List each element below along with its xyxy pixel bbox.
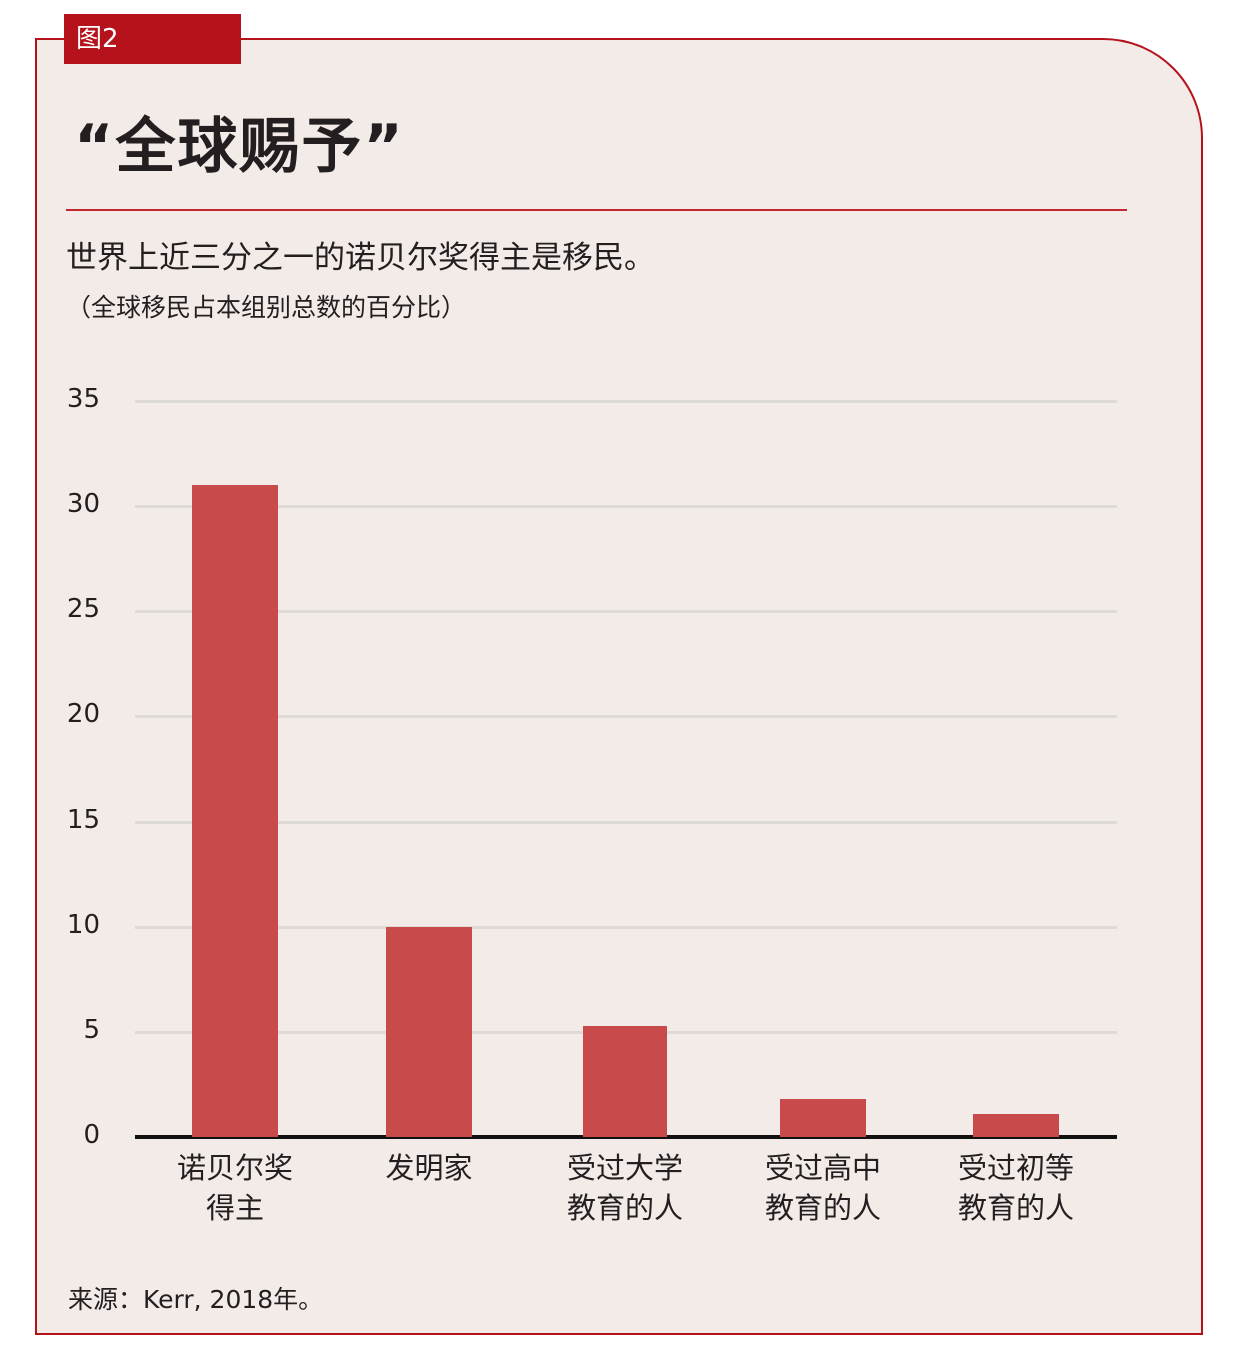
- gridline: [135, 400, 1117, 403]
- chart-subtitle: 世界上近三分之一的诺贝尔奖得主是移民。: [66, 240, 655, 276]
- x-category-label-line: 教育的人: [957, 1191, 1074, 1225]
- x-axis-baseline: [135, 1135, 1117, 1139]
- x-category-label-line: 诺贝尔奖: [176, 1151, 293, 1185]
- x-category-label: 发明家: [329, 1148, 529, 1188]
- y-tick-label: 10: [66, 909, 100, 940]
- x-category-label-line: 发明家: [385, 1151, 473, 1185]
- chart-title: “全球赐予”: [74, 112, 405, 182]
- y-tick-label: 30: [66, 489, 100, 520]
- x-category-label: 受过大学 教育的人: [525, 1148, 725, 1228]
- chart-unit-note: （全球移民占本组别总数的百分比）: [66, 293, 467, 322]
- x-category-label: 受过高中 教育的人: [723, 1148, 923, 1228]
- title-divider: [66, 209, 1127, 211]
- y-tick-label: 15: [66, 804, 100, 835]
- x-category-label-line: 得主: [205, 1191, 264, 1225]
- gridline: [135, 925, 1117, 929]
- figure-number-tag: 图2: [64, 14, 241, 64]
- y-tick-label: 0: [83, 1120, 100, 1150]
- bar: [192, 485, 278, 1137]
- source-note: 来源：Kerr, 2018年。: [68, 1285, 324, 1314]
- bar: [780, 1099, 866, 1137]
- x-category-label-line: 受过大学: [566, 1151, 683, 1185]
- gridline: [135, 715, 1117, 719]
- x-category-label-line: 教育的人: [764, 1191, 881, 1225]
- y-tick-label: 35: [66, 384, 100, 414]
- bar: [973, 1113, 1059, 1137]
- x-category-label: 受过初等 教育的人: [916, 1148, 1116, 1228]
- bar: [583, 1025, 667, 1137]
- x-category-label: 诺贝尔奖 得主: [135, 1148, 335, 1228]
- bar: [386, 926, 472, 1137]
- gridline: [135, 820, 1117, 824]
- gridline: [135, 505, 1117, 509]
- y-tick-label: 25: [66, 594, 100, 625]
- y-tick-label: 20: [66, 699, 100, 730]
- gridline: [135, 610, 1117, 614]
- x-category-label-line: 受过初等: [957, 1151, 1074, 1185]
- x-category-label-line: 受过高中: [764, 1151, 881, 1185]
- x-category-label-line: 教育的人: [566, 1191, 683, 1225]
- y-tick-label: 5: [83, 1014, 100, 1045]
